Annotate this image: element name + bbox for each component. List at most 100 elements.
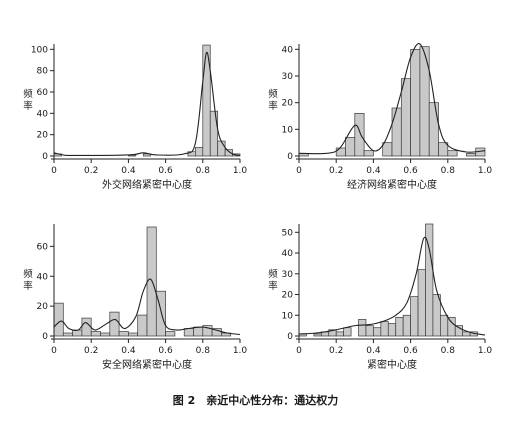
y-tick-label: 80 (37, 67, 49, 77)
x-tick-label: 0.6 (403, 166, 418, 176)
y-axis-label: 频 (268, 88, 278, 100)
figure-caption: 图 2 亲近中心性分布：通达权力 (172, 394, 339, 407)
histogram-bar (391, 107, 402, 157)
histogram-bar (387, 323, 397, 337)
histogram-bar (128, 332, 139, 337)
histogram-bar (109, 311, 120, 337)
histogram-bar (345, 136, 356, 157)
histogram-bar (118, 331, 129, 337)
histogram-bar (365, 325, 374, 337)
y-axis-label: 率 (23, 100, 33, 112)
x-axis-label: 紧密中心度 (367, 358, 417, 371)
histogram-bar (382, 142, 393, 157)
histogram-bar (202, 44, 211, 157)
histogram-bar (395, 316, 404, 337)
histogram-bar (211, 328, 222, 337)
histogram-panel-3: 0 20 40 60 0 0.2 0.4 0.6 0.8 1.0 安全网络紧密中心度 频率 (23, 224, 247, 371)
histogram-bar (419, 46, 430, 157)
x-tick-label: 0.8 (196, 166, 211, 176)
histogram-bar (224, 149, 233, 157)
x-tick-label: 0.2 (84, 166, 98, 176)
histogram-bar (209, 110, 219, 157)
y-tick-label: 0 (287, 332, 293, 342)
y-tick-label: 100 (31, 45, 48, 55)
x-tick-label: 0 (51, 166, 57, 176)
histogram-bar (425, 223, 434, 337)
x-tick-label: 0 (51, 346, 57, 356)
histogram-bar (72, 329, 83, 337)
histogram-bar (438, 142, 449, 157)
y-tick-label: 0 (287, 152, 293, 162)
histogram-bar (380, 321, 389, 337)
y-tick-label: 30 (282, 72, 294, 82)
histogram-bar (90, 331, 101, 337)
x-tick-label: 0.8 (441, 346, 456, 356)
y-tick-label: 30 (282, 270, 294, 280)
y-tick-label: 0 (42, 332, 48, 342)
histogram-bar (62, 332, 73, 337)
x-axis-label: 经济网络紧密中心度 (347, 178, 437, 191)
y-tick-label: 20 (282, 99, 294, 109)
x-tick-label: 0.6 (158, 346, 173, 356)
histogram-bar (354, 112, 365, 157)
histogram-bar (195, 147, 204, 157)
y-tick-label: 10 (282, 311, 294, 321)
y-axis-label: 率 (23, 280, 33, 292)
histogram-panel-4: 0 10 20 30 40 50 0 0.2 0.4 0.6 0.8 1.0 紧密中心度 频率 (268, 223, 493, 371)
y-tick-label: 50 (282, 228, 294, 238)
histogram-bar (432, 294, 441, 337)
y-axis-label: 率 (268, 100, 278, 112)
histogram-bar (454, 325, 464, 337)
density-curve (53, 51, 241, 157)
histogram-bar (100, 332, 111, 337)
histogram-bar (335, 331, 344, 337)
histogram-panel-2: 0 10 20 30 40 0 0.2 0.4 0.6 0.8 1.0 经济网络紧密中心度 频率 (268, 43, 493, 191)
x-tick-label: 1.0 (233, 166, 248, 176)
x-tick-label: 1.0 (478, 346, 493, 356)
x-axis-label: 外交网络紧密中心度 (102, 178, 192, 191)
x-tick-label: 0 (296, 166, 302, 176)
y-tick-label: 20 (37, 131, 49, 141)
y-tick-label: 40 (37, 272, 49, 282)
x-tick-label: 1.0 (478, 166, 493, 176)
x-tick-label: 0.8 (196, 346, 211, 356)
histogram-bar (417, 269, 426, 337)
y-tick-label: 20 (282, 291, 294, 301)
x-tick-label: 0.2 (329, 346, 343, 356)
x-tick-label: 0.6 (158, 166, 173, 176)
histogram-bar (142, 153, 152, 157)
histogram-bar (440, 314, 449, 337)
x-tick-label: 0.6 (403, 346, 418, 356)
histogram-bar (217, 140, 226, 157)
histogram-bar (447, 316, 456, 337)
histogram-bar (53, 302, 64, 337)
histogram-bar (193, 326, 204, 337)
histogram-bar (155, 290, 166, 337)
histogram-bar (410, 296, 419, 337)
histogram-bar (447, 150, 458, 157)
histogram-bar (428, 102, 439, 157)
y-tick-label: 20 (37, 302, 49, 312)
y-tick-label: 60 (37, 242, 49, 252)
x-tick-label: 0.8 (441, 166, 456, 176)
y-tick-label: 40 (282, 45, 294, 55)
y-tick-label: 0 (42, 152, 48, 162)
histogram-bar (466, 152, 477, 157)
y-axis-label: 率 (268, 280, 278, 292)
x-tick-label: 0.4 (121, 346, 136, 356)
x-tick-label: 0.2 (329, 166, 343, 176)
density-curve (298, 43, 486, 155)
density-curve (298, 236, 486, 336)
histogram-bar (313, 333, 322, 337)
y-tick-label: 60 (37, 88, 49, 98)
y-tick-label: 40 (37, 109, 49, 119)
histogram-panel-1: 0 20 40 60 80 100 0 0.2 0.4 0.6 0.8 1.0 外交网络紧密中心度 频率 (23, 44, 248, 191)
density-curve (53, 278, 241, 336)
y-axis-label: 频 (23, 268, 33, 280)
x-tick-label: 0.4 (121, 166, 136, 176)
histogram-bar (335, 147, 346, 157)
histogram-bar (165, 331, 176, 337)
x-tick-label: 0.4 (366, 346, 381, 356)
histogram-bar (400, 78, 411, 157)
